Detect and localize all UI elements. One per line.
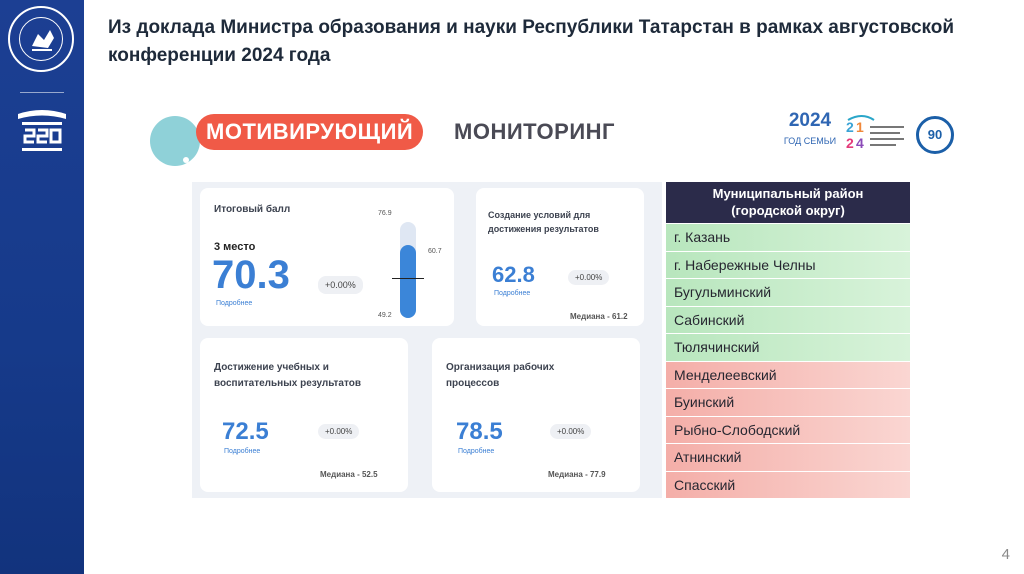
organization-label-line2: процессов	[446, 378, 500, 389]
median-label: Медиана - 77.9	[548, 470, 606, 479]
svg-text:2: 2	[846, 119, 854, 135]
gauge-median-label: 60.7	[428, 248, 442, 255]
slide-title: Из доклада Министра образования и науки …	[108, 17, 955, 66]
municipality-table: Муниципальный район (городской округ) г.…	[666, 182, 910, 498]
details-link[interactable]: Подробнее	[458, 448, 495, 455]
year-24-logo-icon: 2 1 2 4	[844, 110, 908, 154]
achievement-value: 72.5	[222, 418, 269, 445]
organization-value: 78.5	[456, 418, 503, 445]
score-gauge-fill	[400, 245, 416, 318]
table-row: г. Казань	[666, 224, 910, 251]
university-seal-icon	[8, 6, 74, 72]
metrics-cards-area: Итоговый балл 3 место 70.3 Подробнее +0.…	[192, 182, 662, 498]
page-number: 4	[1001, 546, 1010, 563]
table-row: Бугульминский	[666, 279, 910, 306]
conditions-value: 62.8	[492, 262, 535, 287]
score-gauge	[400, 222, 416, 318]
table-header: Муниципальный район (городской округ)	[666, 182, 910, 223]
table-row: Сабинский	[666, 306, 910, 333]
rank-label: 3 место	[214, 241, 256, 253]
change-chip: +0.00%	[318, 276, 363, 294]
conditions-label-line2: достижения результатов	[488, 224, 599, 234]
change-chip: +0.00%	[550, 424, 592, 439]
table-row: Атнинский	[666, 444, 910, 471]
table-row: Менделеевский	[666, 361, 910, 388]
organization-label-line1: Организация рабочих	[446, 362, 555, 373]
220-columns-emblem-icon	[14, 108, 70, 158]
brand-word-monitoring: МОНИТОРИНГ	[454, 119, 615, 144]
anniversary-90-logo: 90	[916, 116, 954, 154]
svg-text:1: 1	[856, 119, 864, 135]
table-row: Спасский	[666, 471, 910, 498]
conditions-label-line1: Создание условий для	[488, 210, 591, 220]
achievement-card: Достижение учебных и воспитательных резу…	[200, 338, 408, 492]
table-row: Буинский	[666, 389, 910, 416]
total-score-label: Итоговый балл	[214, 204, 291, 215]
table-row: Тюлячинский	[666, 334, 910, 361]
table-row: Рыбно-Слободский	[666, 416, 910, 443]
svg-text:4: 4	[856, 135, 864, 151]
total-score-value: 70.3	[212, 253, 290, 297]
sidebar-divider	[20, 92, 64, 93]
year-of-family-logo: 2024 ГОД СЕМЬИ	[783, 110, 837, 146]
report-image: МОТИВИРУЮЩИЙ МОНИТОРИНГ 2024 ГОД СЕМЬИ 2…	[140, 96, 980, 548]
gauge-median-line	[392, 278, 424, 279]
median-label: Медиана - 52.5	[320, 470, 378, 479]
details-link[interactable]: Подробнее	[216, 300, 253, 307]
change-chip: +0.00%	[568, 270, 610, 285]
achievement-label-line2: воспитательных результатов	[214, 378, 362, 389]
organization-card: Организация рабочих процессов 78.5 Подро…	[432, 338, 640, 492]
achievement-label-line1: Достижение учебных и	[214, 362, 329, 373]
table-row: г. Набережные Челны	[666, 251, 910, 278]
change-chip: +0.00%	[318, 424, 360, 439]
brand-circle-icon	[150, 116, 200, 166]
gauge-min-label: 49.2	[378, 312, 392, 319]
details-link[interactable]: Подробнее	[494, 290, 531, 297]
conditions-card: Создание условий для достижения результа…	[476, 188, 644, 326]
brand-word-motivating: МОТИВИРУЮЩИЙ	[196, 114, 424, 150]
median-label: Медиана - 61.2	[570, 312, 628, 321]
sidebar	[0, 0, 84, 574]
details-link[interactable]: Подробнее	[224, 448, 261, 455]
total-score-card: Итоговый балл 3 место 70.3 Подробнее +0.…	[200, 188, 454, 326]
gauge-max-label: 76.9	[378, 210, 392, 217]
svg-text:2: 2	[846, 135, 854, 151]
